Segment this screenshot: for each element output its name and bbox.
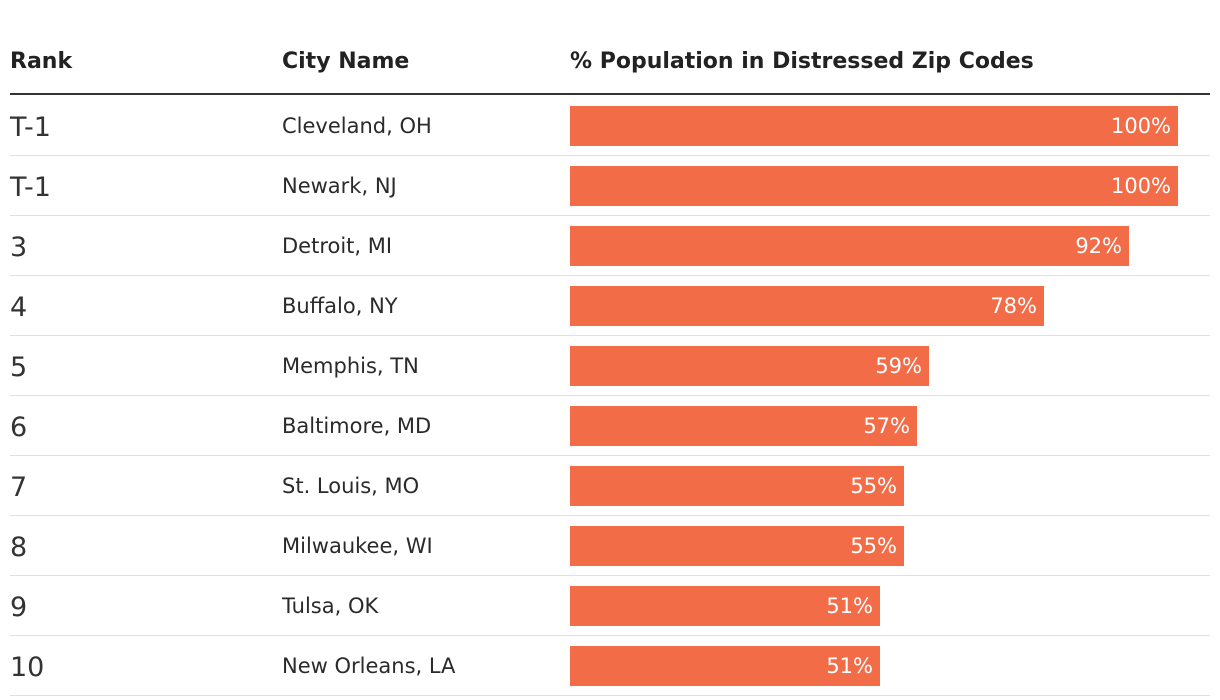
table-row: 7 St. Louis, MO 55% <box>10 456 1210 516</box>
table-row: 6 Baltimore, MD 57% <box>10 396 1210 456</box>
city-name-cell: Buffalo, NY <box>282 294 398 318</box>
city-name-cell: St. Louis, MO <box>282 474 420 498</box>
city-name-cell: Memphis, TN <box>282 354 419 378</box>
bar-value-label: 78% <box>990 294 1037 318</box>
rank-cell: 3 <box>10 232 28 263</box>
bar-value-label: 51% <box>826 594 873 618</box>
rank-cell: 9 <box>10 592 28 623</box>
table-row: 5 Memphis, TN 59% <box>10 336 1210 396</box>
rank-cell: T-1 <box>10 172 51 203</box>
bar-value-label: 100% <box>1110 174 1171 198</box>
table-row: 8 Milwaukee, WI 55% <box>10 516 1210 576</box>
bar-value-label: 57% <box>863 414 910 438</box>
rank-cell: T-1 <box>10 112 51 143</box>
value-bar: 57% <box>570 406 917 446</box>
value-bar: 55% <box>570 466 904 506</box>
bar-value-label: 59% <box>875 354 922 378</box>
value-bar: 55% <box>570 526 904 566</box>
city-name-cell: Cleveland, OH <box>282 114 432 138</box>
bar-value-label: 100% <box>1110 114 1171 138</box>
value-bar: 100% <box>570 166 1178 206</box>
bar-value-label: 51% <box>826 654 873 678</box>
table-row: T-1 Cleveland, OH 100% <box>10 96 1210 156</box>
value-column-header: % Population in Distressed Zip Codes <box>570 49 1034 74</box>
bar-value-label: 55% <box>850 534 897 558</box>
rank-column-header: Rank <box>10 49 73 74</box>
table-row: 4 Buffalo, NY 78% <box>10 276 1210 336</box>
table-header: Rank City Name % Population in Distresse… <box>10 0 1210 95</box>
rank-cell: 6 <box>10 412 28 443</box>
city-name-cell: Newark, NJ <box>282 174 397 198</box>
rank-cell: 10 <box>10 652 45 683</box>
bar-value-label: 55% <box>850 474 897 498</box>
city-name-cell: Baltimore, MD <box>282 414 432 438</box>
rank-cell: 7 <box>10 472 28 503</box>
value-bar: 100% <box>570 106 1178 146</box>
table-row: 9 Tulsa, OK 51% <box>10 576 1210 636</box>
rank-cell: 5 <box>10 352 28 383</box>
rank-cell: 4 <box>10 292 28 323</box>
city-name-cell: Detroit, MI <box>282 234 393 258</box>
value-bar: 78% <box>570 286 1044 326</box>
value-bar: 59% <box>570 346 929 386</box>
table-row: 3 Detroit, MI 92% <box>10 216 1210 276</box>
ranking-table: Rank City Name % Population in Distresse… <box>10 0 1210 696</box>
rank-cell: 8 <box>10 532 28 563</box>
value-bar: 51% <box>570 646 880 686</box>
city-column-header: City Name <box>282 49 410 74</box>
table-row: 10 New Orleans, LA 51% <box>10 636 1210 696</box>
value-bar: 92% <box>570 226 1129 266</box>
table-row: T-1 Newark, NJ 100% <box>10 156 1210 216</box>
city-name-cell: Tulsa, OK <box>282 594 379 618</box>
bar-value-label: 92% <box>1075 234 1122 258</box>
value-bar: 51% <box>570 586 880 626</box>
city-name-cell: New Orleans, LA <box>282 654 456 678</box>
city-name-cell: Milwaukee, WI <box>282 534 433 558</box>
